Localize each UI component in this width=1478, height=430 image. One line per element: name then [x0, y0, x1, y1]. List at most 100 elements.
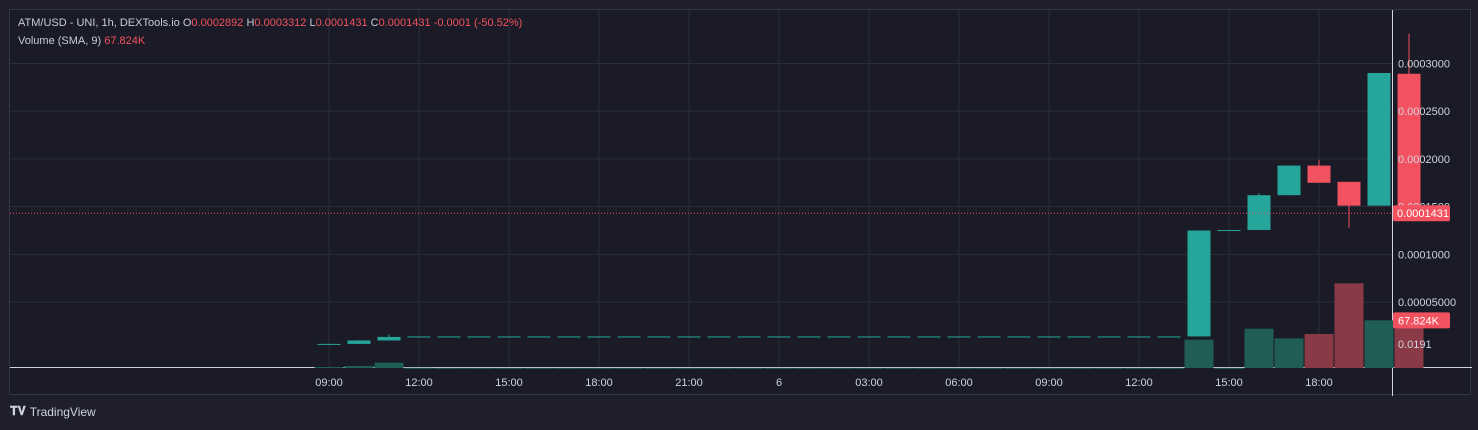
volume-bar — [584, 367, 614, 369]
candle-body — [1157, 336, 1181, 338]
volume-bar — [1244, 328, 1274, 368]
candle-body — [977, 336, 1001, 338]
candle-body — [347, 340, 371, 344]
candle-body — [377, 336, 401, 341]
volume-bar — [464, 367, 494, 369]
open-label: O — [182, 17, 192, 29]
candle-body — [1127, 336, 1151, 338]
candle-body — [887, 336, 911, 338]
price-tick-label: 0.0001000 — [1398, 249, 1450, 261]
volume-bar — [1184, 339, 1214, 368]
candle-body — [1307, 165, 1331, 183]
volume-bar — [1094, 367, 1124, 369]
candle-body — [587, 336, 611, 338]
time-tick-label: 21:00 — [675, 377, 703, 389]
price-tick-label: 0.0002000 — [1398, 154, 1450, 166]
price-tick-label: 0.0003000 — [1398, 58, 1450, 70]
tradingview-logo[interactable]: 𝐓𝐕 TradingView — [10, 404, 96, 419]
candle-body — [1037, 336, 1061, 338]
volume-bar — [524, 367, 554, 369]
volume-bar — [944, 367, 974, 369]
volume-bar — [404, 367, 434, 369]
candle-body — [617, 336, 641, 338]
volume-bar — [614, 367, 644, 369]
volume-bar — [1034, 367, 1064, 369]
volume-bar — [914, 367, 944, 369]
change-value: -0.0001 (-50.52%) — [433, 17, 523, 29]
candle-body — [1397, 73, 1421, 214]
candle-body — [497, 336, 521, 338]
volume-bar — [764, 367, 794, 369]
tradingview-text: TradingView — [29, 404, 96, 419]
time-tick-label: 6 — [776, 377, 782, 389]
close-value: 0.0001431 — [378, 17, 431, 29]
volume-bar — [734, 367, 764, 369]
volume-bar — [1304, 334, 1334, 368]
candle-body — [827, 336, 851, 338]
low-label: L — [309, 17, 316, 29]
candle-body — [557, 336, 581, 338]
time-tick-label: 12:00 — [405, 377, 433, 389]
time-tick-label: 12:00 — [1125, 377, 1153, 389]
volume-bar — [974, 367, 1004, 369]
candle-body — [1337, 181, 1361, 206]
volume-bar — [644, 367, 674, 369]
last-price-label: 0.0001431 — [1397, 208, 1449, 220]
price-tick-label: 0.0191 — [1398, 339, 1432, 351]
candle-body — [1217, 230, 1241, 232]
candle-body — [407, 336, 431, 338]
candle-body — [677, 336, 701, 338]
candle-body — [767, 336, 791, 338]
low-value: 0.0001431 — [315, 17, 368, 29]
ohlc-legend: ATM/USD - UNI, 1h, DEXTools.io O0.000289… — [18, 17, 522, 29]
price-tick-label: 0.00005000 — [1398, 297, 1456, 309]
volume-bar — [674, 367, 704, 369]
volume-bar — [344, 366, 374, 368]
volume-bar — [1154, 367, 1184, 369]
candle-body — [467, 336, 491, 338]
time-tick-label: 15:00 — [1215, 377, 1243, 389]
open-value: 0.0002892 — [191, 17, 244, 29]
time-tick-label: 18:00 — [585, 377, 613, 389]
last-price-badge — [1393, 205, 1450, 222]
candle-body — [1367, 73, 1391, 206]
candle-body — [1007, 336, 1031, 338]
volume-bar — [794, 367, 824, 369]
time-tick-label: 09:00 — [1035, 377, 1063, 389]
volume-value: 67.824K — [104, 35, 146, 47]
candle-body — [947, 336, 971, 338]
candle-body — [1277, 165, 1301, 196]
volume-badge-label: 67.824K — [1398, 315, 1440, 327]
volume-bar — [824, 367, 854, 369]
volume-bar — [1334, 283, 1364, 368]
candle-body — [737, 336, 761, 338]
volume-legend: Volume (SMA, 9) 67.824K — [18, 35, 145, 47]
time-tick-label: 09:00 — [315, 377, 343, 389]
time-tick-label: 03:00 — [855, 377, 883, 389]
candle-body — [527, 336, 551, 338]
volume-bar — [554, 367, 584, 369]
candlestick-chart[interactable]: 0.00030000.00025000.00020000.00015000.00… — [10, 10, 1472, 396]
volume-bar — [704, 367, 734, 369]
time-tick-label: 15:00 — [495, 377, 523, 389]
volume-bar — [854, 367, 884, 369]
volume-bar — [1064, 367, 1094, 369]
candle-body — [857, 336, 881, 338]
volume-bar — [1004, 367, 1034, 369]
candle-body — [1067, 336, 1091, 338]
close-label: C — [370, 17, 379, 29]
volume-bar — [1214, 367, 1244, 369]
volume-bar — [314, 367, 344, 368]
candle-body — [1187, 230, 1211, 337]
volume-badge — [1393, 312, 1450, 329]
volume-label: Volume (SMA, 9) — [18, 35, 102, 47]
time-tick-label: 06:00 — [945, 377, 973, 389]
candle-body — [797, 336, 821, 338]
price-tick-label: 0.0002500 — [1398, 106, 1450, 118]
candle-body — [707, 336, 731, 338]
candle-body — [437, 336, 461, 338]
chart-frame[interactable]: 0.00030000.00025000.00020000.00015000.00… — [9, 9, 1472, 396]
volume-bar — [884, 367, 914, 369]
symbol-label: ATM/USD - UNI, 1h, DEXTools.io — [18, 17, 180, 29]
volume-bar — [1124, 367, 1154, 369]
